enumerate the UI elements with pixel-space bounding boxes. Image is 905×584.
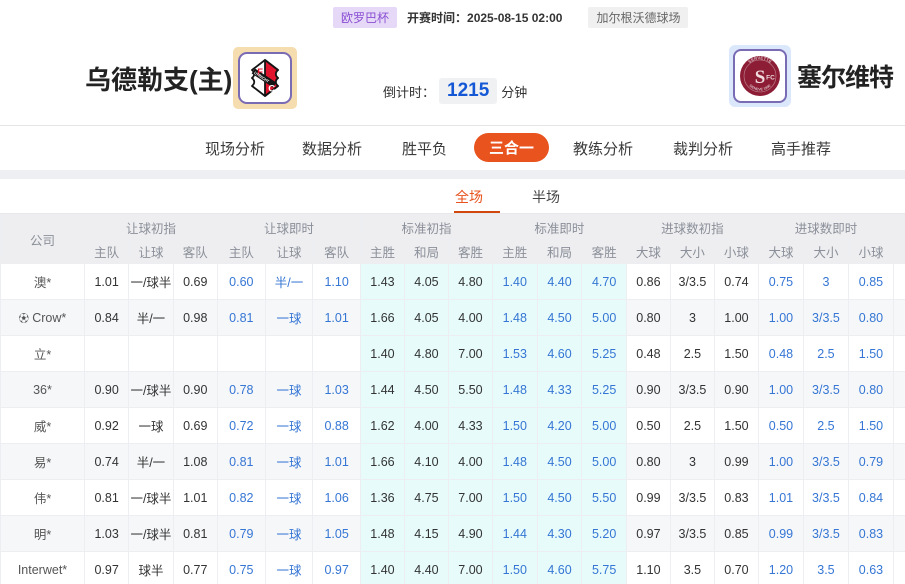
svg-text:S: S	[755, 67, 766, 88]
svg-text:FC: FC	[766, 75, 775, 82]
svg-text:C: C	[268, 83, 275, 94]
